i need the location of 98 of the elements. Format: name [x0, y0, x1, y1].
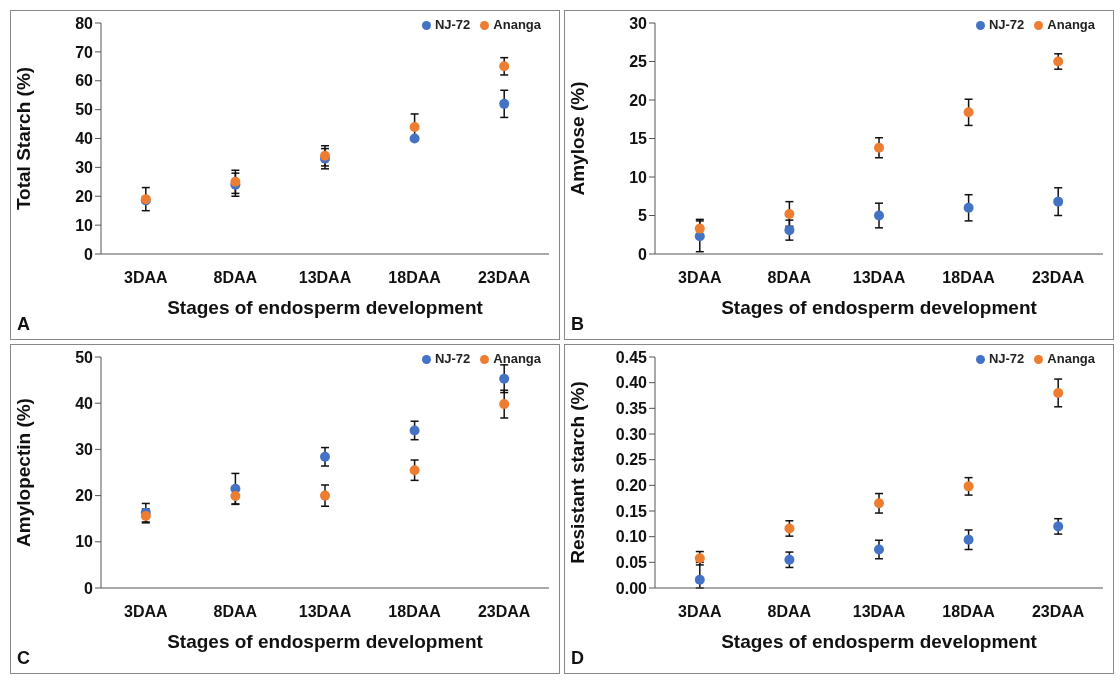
point — [499, 399, 510, 410]
x-axis-title: Stages of endosperm development — [167, 297, 484, 318]
legend-label: NJ-72 — [988, 17, 1025, 32]
point — [320, 490, 330, 501]
x-axis-title: Stages of endosperm development — [167, 631, 484, 652]
y-tick-label: 60 — [75, 72, 94, 90]
y-tick-label: 50 — [75, 348, 94, 366]
legend-label: Ananga — [1047, 351, 1095, 366]
legend-label: NJ-72 — [434, 17, 471, 32]
point — [963, 202, 974, 213]
legend-label: Ananga — [1047, 17, 1095, 32]
y-tick-label: 0.30 — [615, 425, 648, 443]
point — [1053, 387, 1064, 398]
x-tick-label: 8DAA — [213, 269, 258, 287]
y-tick-label: 0.15 — [615, 502, 648, 520]
x-tick-label: 8DAA — [767, 603, 812, 621]
y-tick-label: 40 — [75, 130, 94, 148]
point — [963, 534, 974, 545]
y-tick-label: 10 — [75, 216, 94, 234]
point — [409, 425, 420, 436]
y-tick-label: 20 — [629, 91, 648, 109]
text: B — [571, 314, 584, 335]
y-tick-label: 70 — [75, 43, 94, 61]
point — [874, 544, 884, 555]
y-tick-label: 0.35 — [615, 400, 648, 418]
point — [1053, 521, 1064, 532]
x-axis-title: Stages of endosperm development — [721, 631, 1038, 652]
point — [874, 498, 884, 509]
point — [874, 210, 884, 221]
y-tick-label: 80 — [75, 14, 94, 32]
y-tick-label: 0 — [84, 579, 94, 597]
x-tick-label: 3DAA — [124, 603, 169, 621]
legend-label: NJ-72 — [434, 351, 471, 366]
y-tick-label: 40 — [75, 394, 94, 412]
x-tick-label: 3DAA — [678, 269, 723, 287]
x-axis-title: Stages of endosperm development — [721, 297, 1038, 318]
y-tick-label: 0.05 — [615, 554, 648, 572]
point — [874, 142, 884, 153]
x-tick-label: 3DAA — [678, 603, 723, 621]
x-tick-label: 13DAA — [298, 603, 352, 621]
y-tick-label: 0 — [84, 245, 94, 263]
legend-label: Ananga — [493, 351, 541, 366]
y-tick-label: 30 — [75, 441, 94, 459]
x-tick-label: 18DAA — [388, 603, 442, 621]
point — [784, 208, 795, 219]
x-tick-label: 13DAA — [298, 269, 352, 287]
point — [320, 451, 330, 462]
y-tick-label: 15 — [629, 130, 648, 148]
x-tick-label: 13DAA — [852, 269, 906, 287]
y-tick-label: 10 — [75, 533, 94, 551]
y-tick-label: 50 — [75, 101, 94, 119]
text: C — [17, 648, 30, 669]
y-tick-label: 0.00 — [615, 579, 648, 597]
y-tick-label: 0.45 — [615, 348, 648, 366]
y-tick-label: 0 — [638, 245, 648, 263]
point — [230, 491, 241, 502]
y-axis-title: Amylose (%) — [566, 81, 588, 196]
point — [784, 554, 795, 565]
x-tick-label: 13DAA — [852, 603, 906, 621]
point — [963, 481, 974, 492]
point — [409, 133, 420, 144]
x-tick-label: 23DAA — [1031, 603, 1085, 621]
x-tick-label: 23DAA — [1031, 269, 1085, 287]
y-tick-label: 5 — [638, 207, 648, 225]
y-axis-title: Resistant starch (%) — [566, 381, 588, 564]
text: A — [17, 314, 30, 335]
x-tick-label: 8DAA — [213, 603, 258, 621]
text: D — [571, 648, 584, 669]
x-tick-label: 18DAA — [942, 269, 996, 287]
y-tick-label: 20 — [75, 487, 94, 505]
y-tick-label: 10 — [629, 168, 648, 186]
y-tick-label: 25 — [629, 53, 648, 71]
x-tick-label: 3DAA — [124, 269, 169, 287]
y-tick-label: 20 — [75, 187, 94, 205]
point — [784, 225, 795, 236]
legend-label: NJ-72 — [988, 351, 1025, 366]
point — [694, 574, 705, 585]
point — [963, 107, 974, 118]
y-tick-label: 0.20 — [615, 477, 648, 495]
point — [409, 121, 420, 132]
point — [499, 373, 510, 384]
point — [499, 61, 510, 72]
y-tick-label: 0.10 — [615, 528, 648, 546]
y-tick-label: 30 — [75, 159, 94, 177]
x-tick-label: 8DAA — [767, 269, 812, 287]
point — [409, 465, 420, 476]
x-tick-label: 23DAA — [477, 603, 531, 621]
y-tick-label: 0.40 — [615, 374, 648, 392]
point — [499, 98, 510, 109]
point — [1053, 196, 1064, 207]
legend-label: Ananga — [493, 17, 541, 32]
y-axis-title: Total Starch (%) — [12, 66, 34, 211]
y-tick-label: 0.25 — [615, 451, 648, 469]
x-tick-label: 23DAA — [477, 269, 531, 287]
y-tick-label: 30 — [629, 14, 648, 32]
x-tick-label: 18DAA — [942, 603, 996, 621]
y-axis-title: Amylopectin (%) — [12, 398, 34, 547]
x-tick-label: 18DAA — [388, 269, 442, 287]
